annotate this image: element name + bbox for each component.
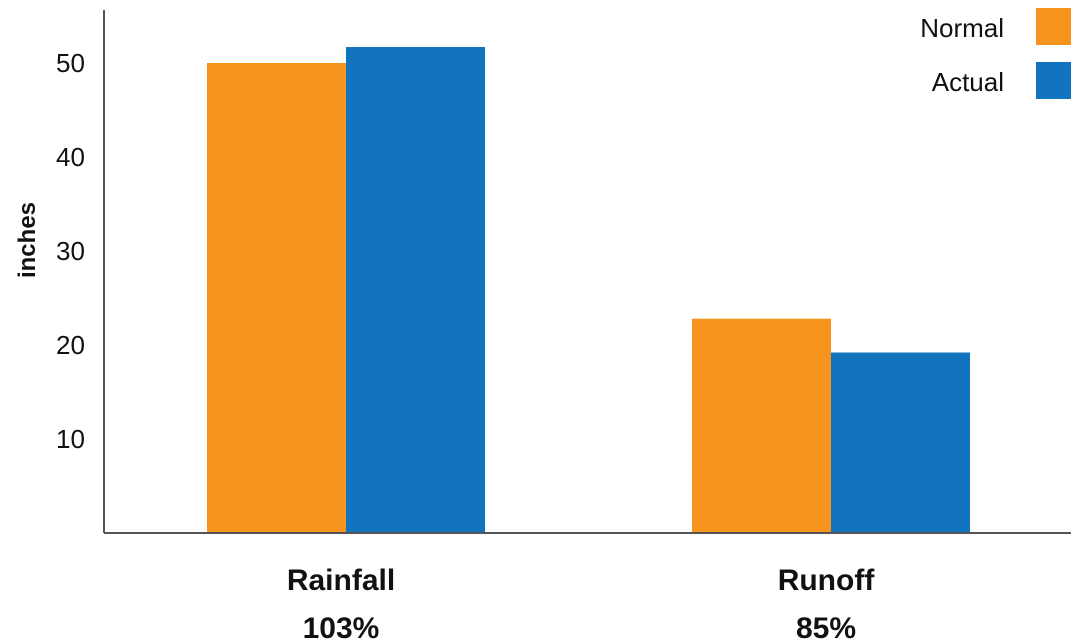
- bar-rainfall-normal: [207, 63, 346, 533]
- y-tick-label: 30: [56, 236, 85, 266]
- legend-label-actual: Actual: [932, 67, 1004, 97]
- legend: Normal Actual: [920, 8, 1071, 99]
- legend-swatch-actual: [1036, 62, 1071, 99]
- y-tick-label: 50: [56, 48, 85, 78]
- bars-layer: [207, 47, 970, 534]
- legend-swatch-normal: [1036, 8, 1071, 45]
- bar-rainfall-actual: [346, 47, 485, 534]
- y-tick-label: 20: [56, 330, 85, 360]
- bar-runoff-actual: [831, 352, 970, 533]
- category-percent-label: 85%: [796, 612, 856, 644]
- category-labels: Rainfall 103% Runoff 85%: [287, 564, 875, 644]
- y-tick-label: 40: [56, 142, 85, 172]
- category-label: Runoff: [778, 564, 876, 597]
- y-axis-label: inches: [14, 202, 41, 278]
- legend-label-normal: Normal: [920, 13, 1004, 43]
- category-label: Rainfall: [287, 564, 395, 597]
- bar-runoff-normal: [692, 318, 831, 533]
- category-percent-label: 103%: [303, 612, 380, 644]
- y-tick-label: 10: [56, 424, 85, 454]
- y-tick-labels: 10 20 30 40 50: [56, 48, 85, 454]
